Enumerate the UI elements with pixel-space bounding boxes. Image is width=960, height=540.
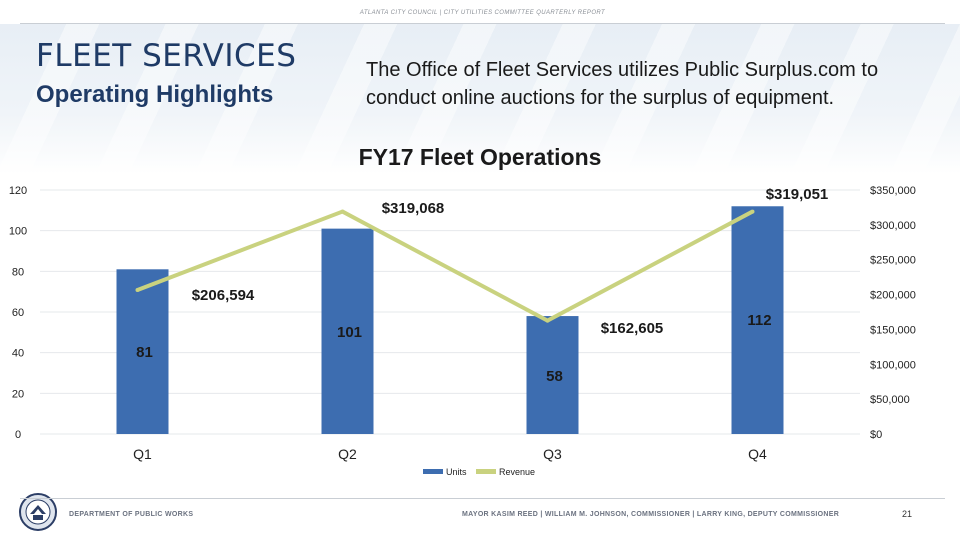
y-left-tick-label: 40 (12, 348, 24, 360)
bar-units (321, 228, 374, 434)
y-left-tick-label: 100 (9, 226, 27, 238)
fleet-operations-chart: 81 101 58 112 $206,594 $319,068 $162,605 $319,0… (9, 185, 916, 477)
point-revenue (135, 287, 140, 292)
bar-units (116, 269, 169, 434)
x-tick-label: Q2 (338, 446, 357, 462)
data-labels: 81 101 58 112 $206,594 $319,068 $162,605 $319,0… (136, 186, 828, 385)
x-tick-label: Q3 (543, 446, 562, 462)
y-right-tick-label: $350,000 (870, 185, 916, 197)
bar-units (731, 206, 784, 434)
data-label-revenue: $319,068 (382, 200, 445, 217)
bar-units (526, 316, 579, 434)
data-label-units: 81 (136, 344, 153, 361)
y-left-tick-label: 120 (9, 185, 27, 197)
org-header-line: ATLANTA CITY COUNCIL | CITY UTILITIES CO… (359, 10, 606, 16)
data-label-revenue: $206,594 (192, 287, 255, 304)
data-label-revenue: $319,051 (766, 186, 829, 203)
data-label-units: 101 (337, 324, 362, 341)
point-revenue (545, 318, 550, 323)
y-right-tick-label: $50,000 (870, 394, 910, 406)
x-tick-label: Q4 (748, 446, 767, 462)
chart-gridlines (40, 189, 860, 435)
page-title: FLEET SERVICES (36, 38, 297, 74)
header-background (0, 24, 960, 174)
y-right-tick-label: $100,000 (870, 359, 916, 371)
legend-label-units: Units (446, 467, 467, 477)
line-revenue (136, 209, 754, 323)
x-tick-label: Q1 (133, 446, 152, 462)
data-label-units: 112 (747, 312, 771, 329)
bar-series-units (116, 206, 784, 434)
y-right-tick-label: $250,000 (870, 255, 916, 267)
footer-divider (20, 498, 945, 499)
line-series-revenue (135, 209, 755, 323)
legend-swatch-revenue (476, 469, 496, 474)
description-text: The Office of Fleet Services utilizes Pu… (366, 59, 879, 109)
chart-legend: Units Revenue (423, 467, 535, 477)
chart-title: FY17 Fleet Operations (358, 144, 602, 170)
header-divider (20, 23, 945, 24)
y-right-tick-label: $150,000 (870, 324, 916, 336)
axis-labels: 0 20 40 60 80 100 120 $0 $50,000 $100,000 $150,000… (9, 185, 916, 462)
legend-swatch-units (423, 469, 443, 474)
department-label: DEPARTMENT OF PUBLIC WORKS (69, 511, 194, 518)
y-left-tick-label: 60 (12, 307, 24, 319)
y-right-tick-label: $300,000 (870, 220, 916, 232)
y-left-tick-label: 0 (15, 429, 21, 441)
data-label-units: 58 (546, 368, 563, 385)
y-right-tick-label: $200,000 (870, 290, 916, 302)
page-subtitle: Operating Highlights (36, 81, 274, 108)
page-number: 21 (902, 509, 913, 519)
data-label-revenue: $162,605 (601, 320, 664, 337)
legend-label-revenue: Revenue (499, 467, 535, 477)
point-revenue (750, 209, 755, 214)
point-revenue (340, 209, 345, 214)
y-right-tick-label: $0 (870, 429, 882, 441)
city-seal-icon (19, 493, 57, 531)
y-left-tick-label: 20 (12, 388, 24, 400)
y-left-tick-label: 80 (12, 266, 24, 278)
officials-line: MAYOR KASIM REED | WILLIAM M. JOHNSON, C… (462, 511, 840, 518)
